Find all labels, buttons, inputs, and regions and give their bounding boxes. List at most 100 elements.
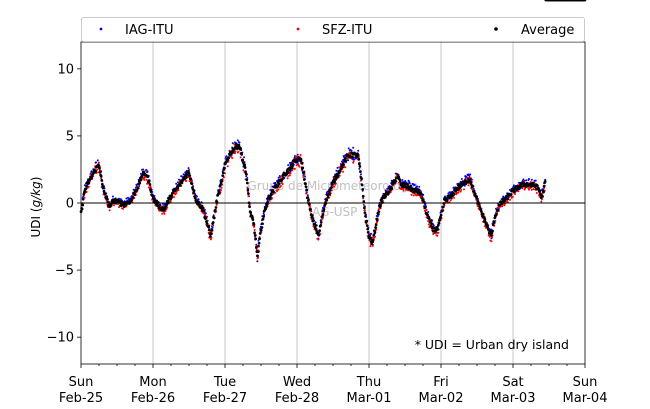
point-average — [473, 192, 477, 196]
point-iag-itu — [125, 197, 128, 200]
legend-marker-iag-itu — [99, 27, 103, 31]
point-average — [417, 188, 421, 192]
point-average — [441, 205, 445, 209]
point-average — [379, 204, 382, 208]
x-tick-day: Wed — [283, 375, 311, 390]
point-average — [452, 192, 456, 196]
point-average — [262, 215, 265, 218]
point-sfz-itu — [453, 196, 455, 199]
point-average — [498, 203, 502, 207]
point-average — [486, 224, 489, 227]
point-sfz-itu — [237, 150, 240, 153]
point-average — [387, 192, 390, 196]
point-sfz-itu — [527, 187, 530, 190]
point-average — [249, 211, 253, 214]
point-average — [207, 225, 211, 229]
point-average — [430, 222, 433, 225]
point-average — [475, 196, 479, 200]
point-average — [82, 192, 86, 196]
point-average — [374, 223, 378, 227]
point-average — [491, 229, 494, 233]
point-iag-itu — [231, 142, 234, 145]
point-average — [509, 193, 513, 196]
point-average — [305, 188, 309, 192]
point-average — [220, 179, 224, 183]
point-sfz-itu — [488, 235, 491, 238]
point-average — [217, 191, 221, 195]
point-average — [387, 190, 391, 194]
point-average — [420, 192, 423, 196]
point-average — [339, 167, 343, 171]
point-average — [426, 213, 429, 217]
point-average — [147, 179, 151, 183]
point-sfz-itu — [514, 193, 516, 195]
point-iag-itu — [427, 211, 430, 213]
point-iag-itu — [277, 176, 280, 179]
point-average — [290, 165, 294, 168]
x-axis: SunFeb-25MonFeb-26TueFeb-27WedFeb-28ThuM… — [59, 364, 607, 406]
point-average — [256, 254, 259, 258]
watermark-line-2: IAG-USP — [309, 205, 358, 219]
point-sfz-itu — [246, 186, 249, 189]
point-sfz-itu — [312, 225, 315, 228]
point-iag-itu — [357, 149, 360, 152]
point-sfz-itu — [333, 185, 336, 188]
point-average — [394, 179, 398, 183]
point-sfz-itu — [434, 232, 437, 235]
point-average — [87, 181, 91, 185]
point-sfz-itu — [231, 157, 234, 159]
point-sfz-itu — [234, 150, 237, 153]
point-sfz-itu — [342, 170, 345, 173]
point-sfz-itu — [427, 223, 430, 226]
point-sfz-itu — [234, 152, 236, 155]
point-average — [247, 192, 250, 195]
point-average — [333, 180, 337, 184]
point-average — [461, 183, 465, 186]
point-average — [530, 184, 534, 188]
point-sfz-itu — [305, 192, 308, 195]
point-average — [543, 180, 547, 183]
point-average — [223, 166, 226, 170]
x-tick-date: Mar-02 — [419, 391, 464, 406]
point-iag-itu — [314, 221, 317, 224]
point-average — [328, 192, 331, 196]
point-average — [139, 178, 143, 182]
point-average — [333, 174, 337, 178]
point-sfz-itu — [253, 228, 256, 231]
legend-marker-sfz-itu — [296, 27, 300, 31]
watermark: Grupo de Micrometeorologia IAG-USP — [247, 179, 418, 219]
point-average — [300, 161, 303, 165]
point-average — [308, 203, 311, 206]
point-average — [424, 205, 427, 209]
point-average — [368, 234, 371, 238]
point-average — [491, 223, 495, 227]
point-average — [359, 170, 362, 173]
point-sfz-itu — [371, 244, 374, 247]
point-iag-itu — [96, 159, 99, 162]
point-average — [365, 224, 369, 228]
point-iag-itu — [95, 161, 98, 164]
point-average — [439, 213, 443, 217]
point-sfz-itu — [529, 187, 532, 189]
point-average — [436, 223, 440, 227]
point-average — [301, 166, 305, 170]
point-average — [288, 168, 292, 172]
legend-label-iag-itu: IAG-ITU — [125, 23, 174, 38]
point-average — [148, 183, 152, 186]
point-average — [141, 173, 144, 177]
point-sfz-itu — [467, 184, 470, 187]
point-iag-itu — [416, 185, 418, 188]
point-average — [189, 177, 193, 181]
point-sfz-itu — [302, 176, 305, 178]
point-average — [169, 196, 173, 200]
point-average — [136, 186, 140, 190]
point-average — [487, 227, 491, 231]
point-average — [328, 188, 332, 192]
point-sfz-itu — [212, 224, 215, 227]
point-sfz-itu — [410, 193, 413, 196]
point-average — [210, 229, 214, 232]
point-iag-itu — [469, 173, 472, 176]
point-sfz-itu — [279, 185, 282, 187]
point-sfz-itu — [220, 186, 223, 189]
x-tick-date: Mar-03 — [491, 391, 536, 406]
